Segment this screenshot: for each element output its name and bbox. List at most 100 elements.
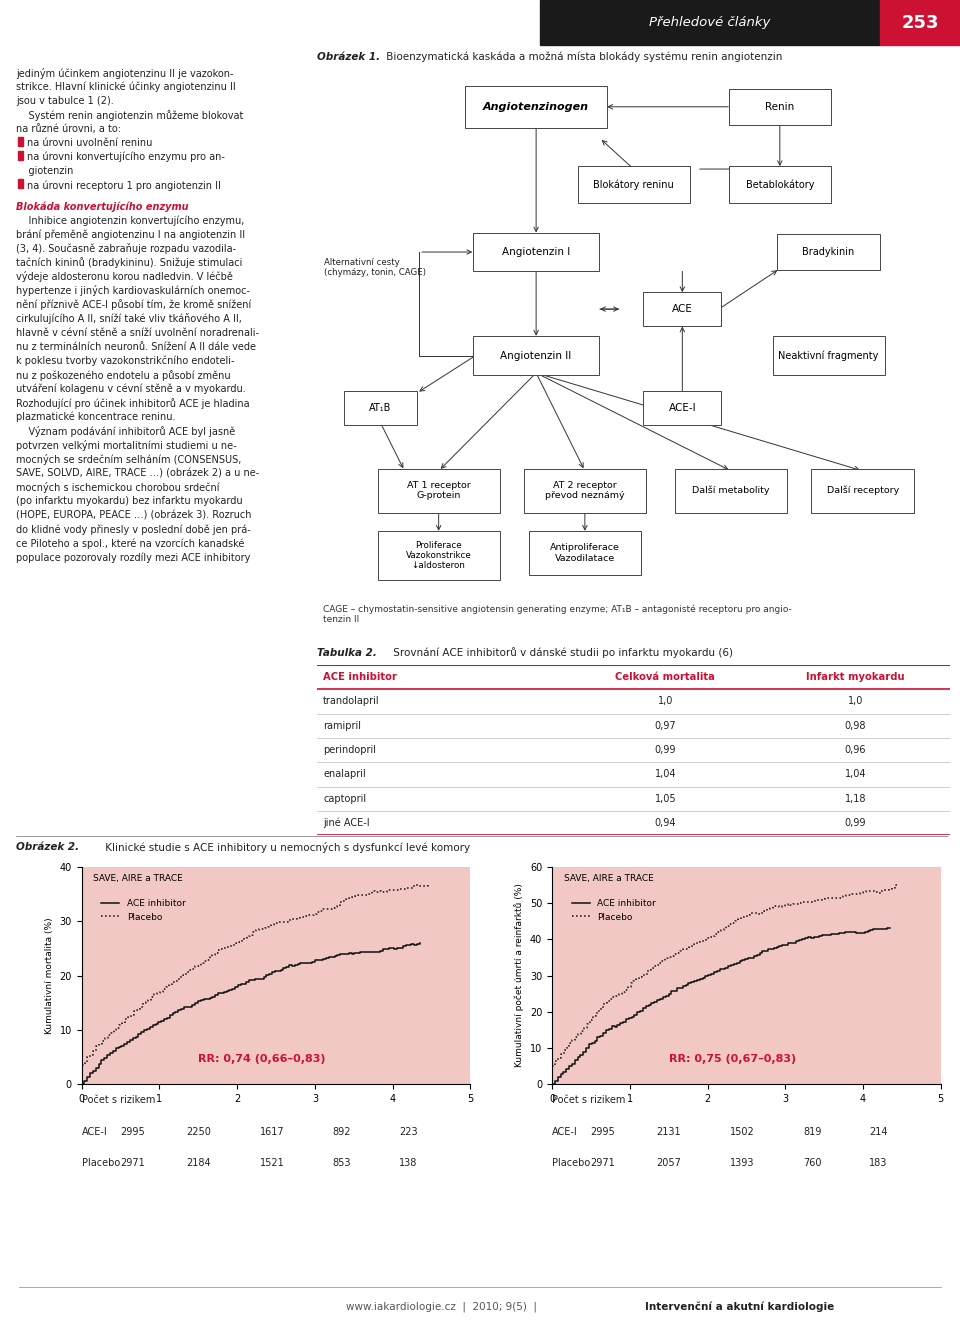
Text: AT₁B: AT₁B xyxy=(369,403,392,412)
FancyBboxPatch shape xyxy=(578,166,689,202)
Text: cirkulujícího A II, sníží také vliv tkáňového A II,: cirkulujícího A II, sníží také vliv tkáň… xyxy=(16,314,242,325)
Text: Angiotenzin II: Angiotenzin II xyxy=(500,351,572,360)
Text: Další metabolity: Další metabolity xyxy=(692,485,770,495)
Text: Systém renin angiotenzin můžeme blokovat: Systém renin angiotenzin můžeme blokovat xyxy=(16,110,244,121)
Text: hypertenze i jiných kardiovaskulárních onemoc-: hypertenze i jiných kardiovaskulárních o… xyxy=(16,286,251,297)
Text: Rozhodující pro účinek inhibitorů ACE je hladina: Rozhodující pro účinek inhibitorů ACE je… xyxy=(16,398,250,408)
Text: 1,05: 1,05 xyxy=(655,794,676,803)
Text: Klinické studie s ACE inhibitory u nemocných s dysfunkcí levé komory: Klinické studie s ACE inhibitory u nemoc… xyxy=(102,842,470,853)
Text: 0,94: 0,94 xyxy=(655,818,676,829)
Text: CAGE – chymostatin-sensitive angiotensin generating enzyme; AT₁B – antagonisté r: CAGE – chymostatin-sensitive angiotensin… xyxy=(324,604,792,624)
Text: strikce. Hlavní klinické účinky angiotenzinu II: strikce. Hlavní klinické účinky angioten… xyxy=(16,81,236,92)
Text: 2971: 2971 xyxy=(590,1158,615,1169)
Text: ACE: ACE xyxy=(672,305,693,314)
Text: nu z terminálních neuronů. Snížení A II dále vede: nu z terminálních neuronů. Snížení A II … xyxy=(16,342,256,351)
FancyBboxPatch shape xyxy=(729,166,831,202)
Text: 1617: 1617 xyxy=(260,1127,284,1137)
Text: (po infarktu myokardu) bez infarktu myokardu: (po infarktu myokardu) bez infarktu myok… xyxy=(16,496,243,507)
Text: 2995: 2995 xyxy=(590,1127,615,1137)
Text: plazmatické koncentrace reninu.: plazmatické koncentrace reninu. xyxy=(16,412,176,423)
Text: 1,18: 1,18 xyxy=(845,794,866,803)
Bar xyxy=(540,0,880,45)
Text: Inhibice angiotenzin konvertujícího enzymu,: Inhibice angiotenzin konvertujícího enzy… xyxy=(16,215,245,226)
Text: 760: 760 xyxy=(804,1158,822,1169)
Text: SAVE, SOLVD, AIRE, TRACE …) (obrázek 2) a u ne-: SAVE, SOLVD, AIRE, TRACE …) (obrázek 2) … xyxy=(16,468,259,477)
Text: ce Piloteho a spol., které na vzorcích kanadské: ce Piloteho a spol., které na vzorcích k… xyxy=(16,539,245,549)
Y-axis label: Kumulativní počet úmrtí a reinfarktů (%): Kumulativní počet úmrtí a reinfarktů (%) xyxy=(515,883,524,1068)
Text: trandolapril: trandolapril xyxy=(324,697,380,706)
Text: Neaktivní fragmenty: Neaktivní fragmenty xyxy=(779,351,878,360)
Text: 183: 183 xyxy=(870,1158,888,1169)
Text: jiné ACE-I: jiné ACE-I xyxy=(324,818,370,829)
Text: Placebo: Placebo xyxy=(552,1158,590,1169)
Text: ACE-I: ACE-I xyxy=(668,403,696,412)
FancyBboxPatch shape xyxy=(773,336,884,375)
Bar xyxy=(18,180,23,189)
FancyBboxPatch shape xyxy=(811,468,914,512)
Text: populace pozorovaly rozdíly mezi ACE inhibitory: populace pozorovaly rozdíly mezi ACE inh… xyxy=(16,552,251,563)
Text: Počet s rizikem: Počet s rizikem xyxy=(552,1095,625,1105)
Text: 819: 819 xyxy=(804,1127,822,1137)
Text: na různé úrovni, a to:: na různé úrovni, a to: xyxy=(16,124,121,134)
Text: 0,97: 0,97 xyxy=(655,721,676,730)
Text: utváření kolagenu v cévní stěně a v myokardu.: utváření kolagenu v cévní stěně a v myok… xyxy=(16,384,246,394)
Text: 1393: 1393 xyxy=(731,1158,755,1169)
Text: 253: 253 xyxy=(901,13,939,32)
Text: 138: 138 xyxy=(399,1158,418,1169)
FancyBboxPatch shape xyxy=(778,234,879,270)
Text: www.iakardiologie.cz  |  2010; 9(5)  |: www.iakardiologie.cz | 2010; 9(5) | xyxy=(346,1301,543,1311)
Text: nění příznivě ACE-I působí tím, že kromě snížení: nění příznivě ACE-I působí tím, že kromě… xyxy=(16,299,252,310)
Text: captopril: captopril xyxy=(324,794,367,803)
Text: 2971: 2971 xyxy=(120,1158,145,1169)
Text: jediným účinkem angiotenzinu II je vazokon-: jediným účinkem angiotenzinu II je vazok… xyxy=(16,68,234,78)
Text: 1,04: 1,04 xyxy=(655,770,676,779)
Legend: ACE inhibitor, Placebo: ACE inhibitor, Placebo xyxy=(568,895,660,926)
Text: 1,0: 1,0 xyxy=(658,697,673,706)
Text: ACE-I: ACE-I xyxy=(82,1127,108,1137)
Text: 0,99: 0,99 xyxy=(655,745,676,755)
Text: Infarkt myokardu: Infarkt myokardu xyxy=(806,672,904,682)
Text: na úrovni uvolnění reninu: na úrovni uvolnění reninu xyxy=(27,138,152,148)
Text: 2131: 2131 xyxy=(657,1127,681,1137)
Text: 0,96: 0,96 xyxy=(845,745,866,755)
Text: mocných se srdečním selháním (CONSENSUS,: mocných se srdečním selháním (CONSENSUS, xyxy=(16,454,242,465)
Text: RR: 0,75 (0,67–0,83): RR: 0,75 (0,67–0,83) xyxy=(668,1055,796,1064)
Text: Bioenzymatická kaskáda a možná místa blokády systému renin angiotenzin: Bioenzymatická kaskáda a možná místa blo… xyxy=(383,52,782,63)
Text: do klidné vody přinesly v poslední době jen prá-: do klidné vody přinesly v poslední době … xyxy=(16,524,252,535)
Text: na úrovni konvertujícího enzymu pro an-: na úrovni konvertujícího enzymu pro an- xyxy=(27,152,225,162)
Text: Angiotenzin I: Angiotenzin I xyxy=(502,247,570,257)
Text: AT 2 receptor
převod neznámý: AT 2 receptor převod neznámý xyxy=(545,481,625,500)
FancyBboxPatch shape xyxy=(643,293,721,326)
Text: ACE-I: ACE-I xyxy=(552,1127,578,1137)
Text: Obrázek 2.: Obrázek 2. xyxy=(16,842,80,853)
Text: 223: 223 xyxy=(398,1127,418,1137)
Text: hlavně v cévní stěně a sníží uvolnění noradrenali-: hlavně v cévní stěně a sníží uvolnění no… xyxy=(16,327,259,338)
Text: 2250: 2250 xyxy=(186,1127,210,1137)
Text: Celková mortalita: Celková mortalita xyxy=(615,672,715,682)
Text: SAVE, AIRE a TRACE: SAVE, AIRE a TRACE xyxy=(93,874,183,883)
Text: Blokáda konvertujícího enzymu: Blokáda konvertujícího enzymu xyxy=(16,201,189,211)
Text: k poklesu tvorby vazokonstrikčního endoteli-: k poklesu tvorby vazokonstrikčního endot… xyxy=(16,355,235,366)
Text: Blokátory reninu: Blokátory reninu xyxy=(593,180,674,190)
Text: Placebo: Placebo xyxy=(82,1158,120,1169)
Text: Přehledové články: Přehledové články xyxy=(649,16,771,29)
Text: 853: 853 xyxy=(333,1158,351,1169)
Text: Počet s rizikem: Počet s rizikem xyxy=(82,1095,155,1105)
Text: Renin: Renin xyxy=(765,102,795,112)
Text: na úrovni receptoru 1 pro angiotenzin II: na úrovni receptoru 1 pro angiotenzin II xyxy=(27,180,221,190)
Text: 0,98: 0,98 xyxy=(845,721,866,730)
Text: Bradykinin: Bradykinin xyxy=(803,247,854,257)
Text: 2995: 2995 xyxy=(120,1127,145,1137)
Text: perindopril: perindopril xyxy=(324,745,376,755)
Text: Antiproliferace
Vazodilatace: Antiproliferace Vazodilatace xyxy=(550,543,620,563)
FancyBboxPatch shape xyxy=(377,468,499,512)
Text: Tabulka 2.: Tabulka 2. xyxy=(317,648,376,658)
FancyBboxPatch shape xyxy=(524,468,646,512)
Text: 214: 214 xyxy=(870,1127,888,1137)
Text: nu z poškozeného endotelu a působí změnu: nu z poškozeného endotelu a působí změnu xyxy=(16,370,231,380)
Text: Obrázek 1.: Obrázek 1. xyxy=(317,52,380,63)
FancyBboxPatch shape xyxy=(729,89,831,125)
Text: Intervenční a akutní kardiologie: Intervenční a akutní kardiologie xyxy=(645,1301,834,1311)
Text: 2057: 2057 xyxy=(657,1158,681,1169)
Text: Srovnání ACE inhibitorů v dánské studii po infarktu myokardu (6): Srovnání ACE inhibitorů v dánské studii … xyxy=(390,648,732,658)
